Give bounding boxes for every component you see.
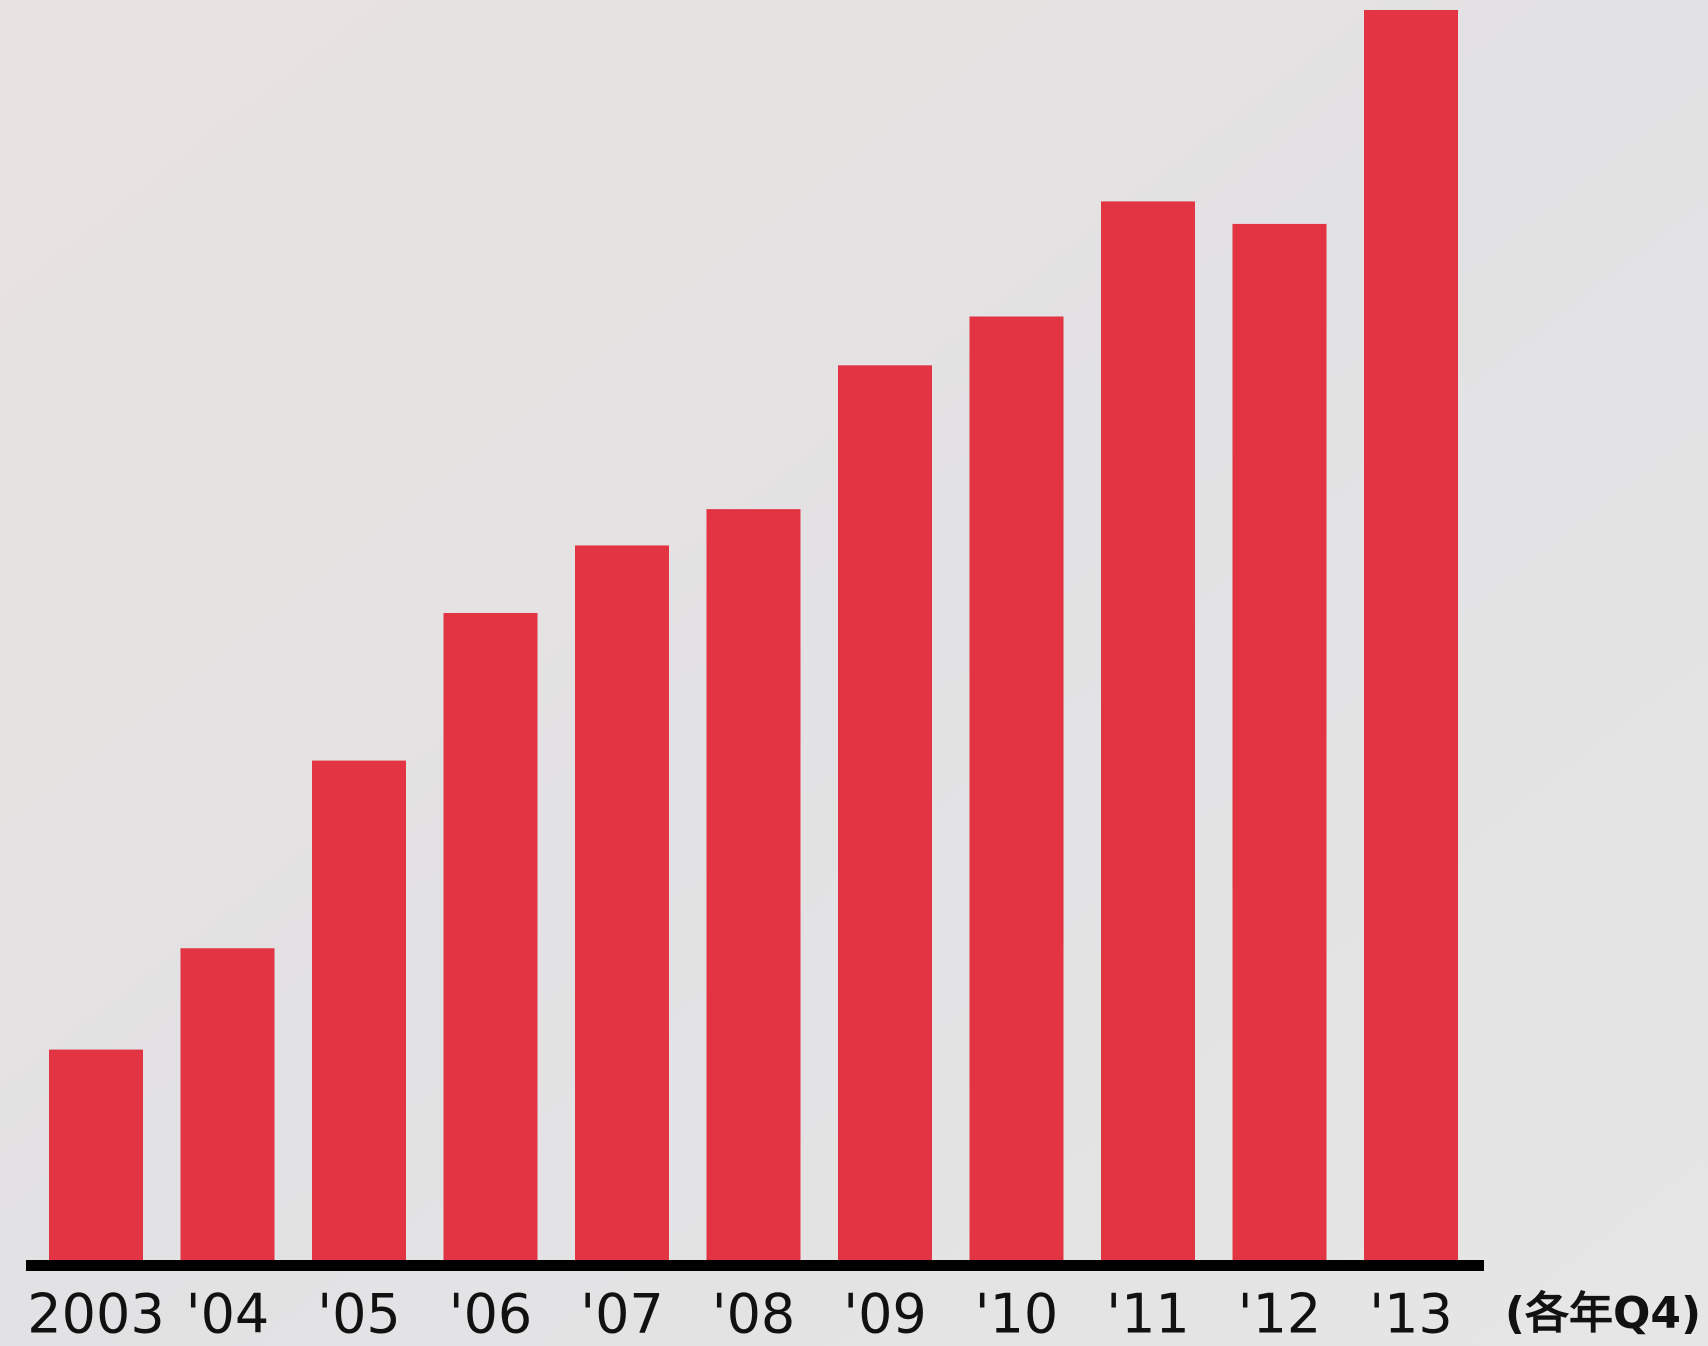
x-tick-label: '13 xyxy=(1369,1283,1453,1346)
bar xyxy=(180,948,275,1261)
x-tick-label: '06 xyxy=(449,1283,533,1346)
bar xyxy=(969,316,1064,1261)
x-tick-label: '07 xyxy=(580,1283,664,1346)
bar xyxy=(49,1049,143,1261)
x-tick-label: '08 xyxy=(712,1283,796,1346)
annotation: (各年Q4) xyxy=(1505,1288,1701,1339)
bar xyxy=(706,509,801,1261)
x-axis-line xyxy=(26,1260,1484,1271)
bar xyxy=(1232,223,1327,1261)
x-tick-label: 2003 xyxy=(27,1283,164,1346)
bar xyxy=(1364,10,1458,1261)
x-tick-label: '10 xyxy=(975,1283,1059,1346)
x-tick-label: '11 xyxy=(1106,1283,1190,1346)
x-tick-label: '05 xyxy=(317,1283,401,1346)
bar xyxy=(443,612,538,1261)
x-tick-label: '12 xyxy=(1238,1283,1322,1346)
bar xyxy=(1101,201,1195,1262)
x-tick-label: '04 xyxy=(186,1283,270,1346)
bar xyxy=(838,365,932,1261)
bar xyxy=(312,760,406,1261)
bar xyxy=(575,545,669,1261)
x-tick-label: '09 xyxy=(843,1283,927,1346)
